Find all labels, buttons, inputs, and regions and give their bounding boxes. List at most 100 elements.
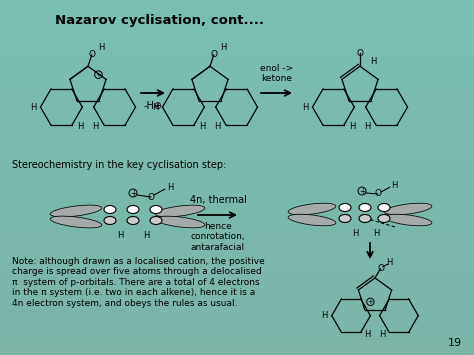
- Bar: [0, 279, 474, 280]
- Bar: [0, 86, 474, 87]
- Text: H: H: [30, 103, 36, 111]
- Bar: [0, 113, 474, 114]
- Text: H: H: [321, 311, 328, 320]
- Bar: [0, 218, 474, 219]
- Bar: [0, 205, 474, 206]
- Bar: [0, 171, 474, 172]
- Bar: [0, 265, 474, 266]
- Bar: [0, 34, 474, 35]
- Bar: [0, 31, 474, 32]
- Bar: [0, 120, 474, 121]
- Bar: [0, 203, 474, 204]
- Bar: [0, 80, 474, 81]
- Text: H: H: [92, 122, 99, 131]
- Bar: [0, 185, 474, 186]
- Bar: [0, 37, 474, 38]
- Bar: [0, 144, 474, 145]
- Bar: [0, 158, 474, 159]
- Bar: [0, 294, 474, 295]
- Bar: [0, 6, 474, 7]
- Ellipse shape: [127, 217, 139, 224]
- Bar: [0, 119, 474, 120]
- Bar: [0, 176, 474, 177]
- Ellipse shape: [339, 203, 351, 212]
- Bar: [0, 252, 474, 253]
- Bar: [0, 133, 474, 134]
- Bar: [0, 245, 474, 246]
- Bar: [0, 281, 474, 282]
- Bar: [0, 153, 474, 154]
- Bar: [0, 259, 474, 260]
- Text: H: H: [379, 329, 385, 339]
- Bar: [0, 69, 474, 70]
- Bar: [0, 159, 474, 160]
- Bar: [0, 278, 474, 279]
- Bar: [0, 238, 474, 239]
- Bar: [0, 283, 474, 284]
- Bar: [0, 204, 474, 205]
- Bar: [0, 62, 474, 63]
- Bar: [0, 243, 474, 244]
- Bar: [0, 302, 474, 303]
- Bar: [0, 149, 474, 150]
- Bar: [0, 354, 474, 355]
- Bar: [0, 223, 474, 224]
- Bar: [0, 21, 474, 22]
- Text: +: +: [367, 299, 374, 305]
- Bar: [0, 78, 474, 79]
- Bar: [0, 146, 474, 147]
- Bar: [0, 210, 474, 211]
- Text: H: H: [373, 229, 379, 237]
- Bar: [0, 282, 474, 283]
- Text: H: H: [98, 43, 104, 52]
- Bar: [0, 116, 474, 117]
- Bar: [0, 8, 474, 9]
- Bar: [0, 289, 474, 290]
- Text: hence
conrotation,
antarafacial: hence conrotation, antarafacial: [191, 222, 246, 252]
- Bar: [0, 327, 474, 328]
- Bar: [0, 219, 474, 220]
- Bar: [0, 337, 474, 338]
- Bar: [0, 26, 474, 27]
- Bar: [0, 312, 474, 313]
- Bar: [0, 290, 474, 291]
- Bar: [0, 175, 474, 176]
- Bar: [0, 325, 474, 326]
- Bar: [0, 324, 474, 325]
- Text: enol ->
ketone: enol -> ketone: [260, 64, 293, 83]
- Bar: [0, 323, 474, 324]
- Bar: [0, 227, 474, 228]
- Bar: [0, 196, 474, 197]
- Bar: [0, 23, 474, 24]
- Bar: [0, 108, 474, 109]
- Text: H: H: [349, 122, 356, 131]
- Bar: [0, 206, 474, 207]
- Text: H: H: [220, 43, 227, 52]
- Bar: [0, 329, 474, 330]
- Bar: [0, 268, 474, 269]
- Bar: [0, 52, 474, 53]
- Bar: [0, 332, 474, 333]
- Bar: [0, 43, 474, 44]
- Bar: [0, 221, 474, 222]
- Bar: [0, 131, 474, 132]
- Bar: [0, 10, 474, 11]
- Bar: [0, 67, 474, 68]
- Bar: [0, 335, 474, 336]
- Bar: [0, 318, 474, 319]
- Bar: [0, 126, 474, 127]
- Bar: [0, 288, 474, 289]
- Bar: [0, 306, 474, 307]
- Bar: [0, 274, 474, 275]
- Bar: [0, 164, 474, 165]
- Text: H: H: [352, 229, 358, 237]
- Ellipse shape: [50, 216, 102, 228]
- Bar: [0, 22, 474, 23]
- Bar: [0, 345, 474, 346]
- Bar: [0, 301, 474, 302]
- Bar: [0, 315, 474, 316]
- Ellipse shape: [104, 217, 116, 224]
- Bar: [0, 41, 474, 42]
- Text: +: +: [96, 72, 101, 78]
- Bar: [0, 277, 474, 278]
